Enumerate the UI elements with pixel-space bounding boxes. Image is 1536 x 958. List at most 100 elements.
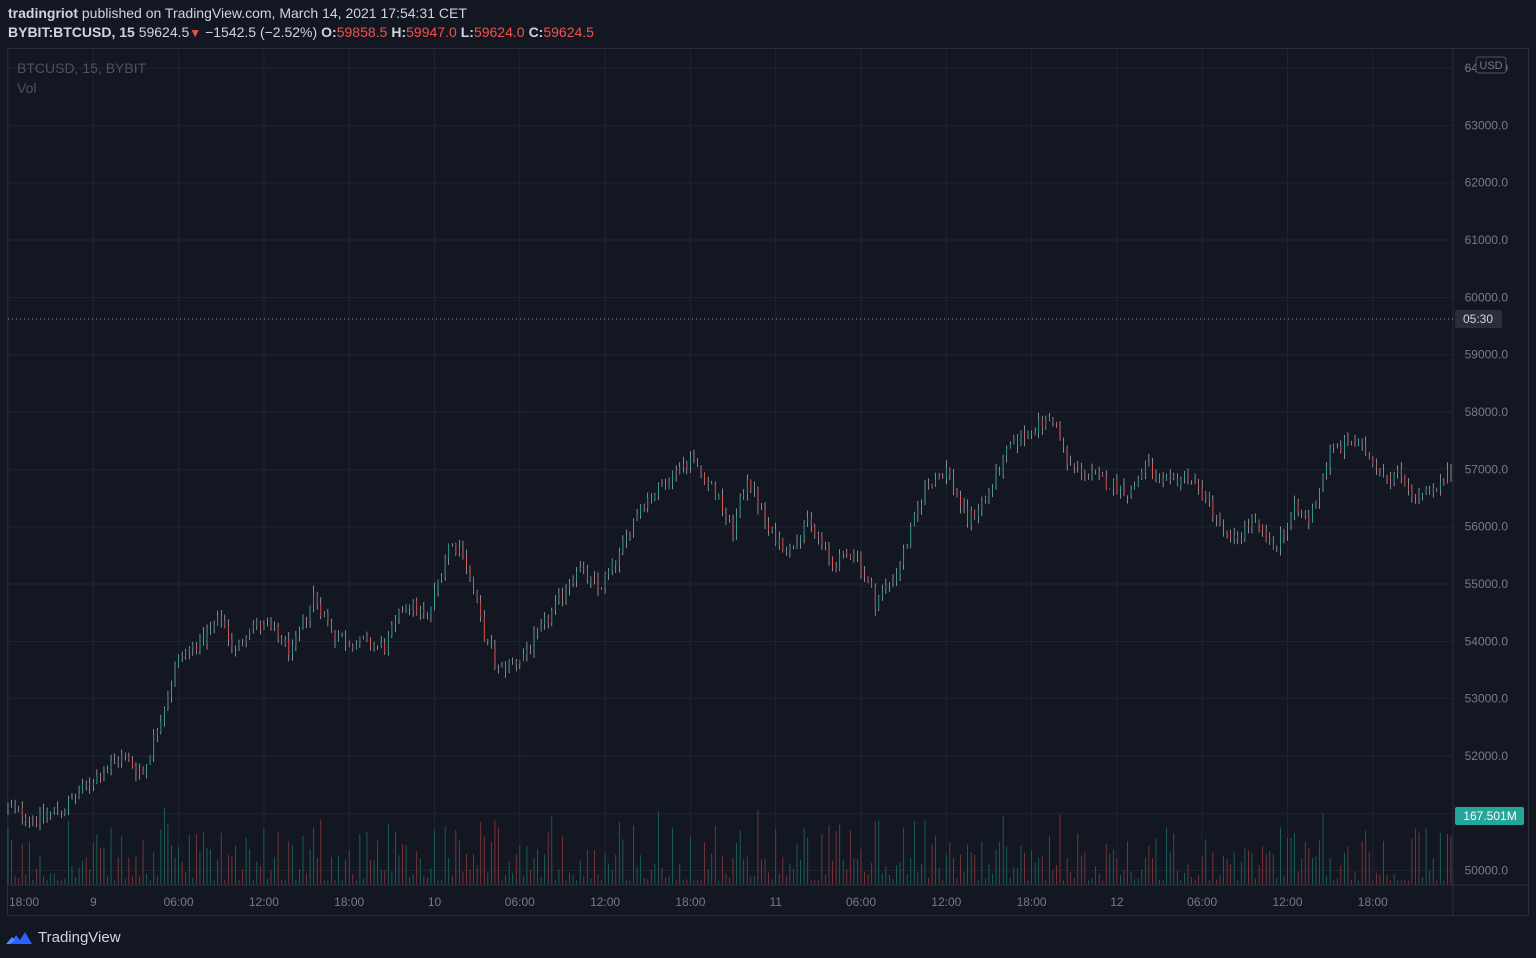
volume-bar — [1155, 838, 1157, 885]
volume-bar — [448, 858, 450, 885]
volume-bar — [295, 879, 297, 885]
tradingview-brand[interactable]: TradingView — [38, 929, 121, 946]
price-tick-label: 59000.0 — [1465, 348, 1509, 362]
candle-body — [352, 645, 354, 650]
volume-bar — [92, 842, 94, 885]
volume-bar — [1422, 877, 1423, 885]
publisher-name[interactable]: tradingriot — [8, 5, 78, 21]
volume-bar — [1056, 865, 1057, 885]
symbol-label[interactable]: BYBIT:BTCUSD, 15 — [8, 24, 135, 40]
price-chart[interactable]: 50000.051000.052000.053000.054000.055000… — [0, 0, 1536, 926]
candle-body — [782, 538, 784, 552]
candle-body — [1052, 419, 1054, 423]
candle-body — [291, 645, 293, 655]
volume-bar — [359, 834, 361, 885]
candle-body — [633, 520, 634, 537]
candle-body — [434, 589, 435, 607]
volume-bar — [530, 869, 531, 885]
volume-bar — [1351, 879, 1352, 885]
volume-bar — [718, 880, 720, 885]
volume-bar — [1052, 870, 1054, 885]
candle-body — [1272, 538, 1274, 550]
volume-bar — [384, 870, 386, 885]
volume-bar — [857, 859, 858, 885]
volume-bar — [7, 827, 9, 885]
candle-body — [658, 483, 659, 496]
volume-bar — [871, 862, 873, 885]
candle-body — [1034, 432, 1036, 436]
volume-bar — [935, 835, 937, 885]
volume-bar — [327, 880, 329, 885]
time-tick-label: 12:00 — [931, 895, 961, 909]
candle-body — [558, 593, 560, 602]
volume-bar — [100, 847, 101, 885]
candle-body — [505, 664, 506, 671]
candle-body — [1137, 478, 1139, 487]
time-tick-label: 9 — [90, 895, 97, 909]
volume-bar — [121, 836, 123, 885]
volume-bar — [921, 863, 922, 885]
time-tick-label: 11 — [769, 895, 782, 909]
candle-body — [864, 573, 865, 577]
volume-bar — [480, 821, 482, 885]
chart-header: tradingriot published on TradingView.com… — [0, 0, 1536, 46]
volume-bar — [800, 859, 801, 885]
price-tick-label: 60000.0 — [1465, 290, 1509, 304]
volume-bar — [217, 859, 219, 885]
volume-bar — [1411, 838, 1413, 885]
series-title[interactable]: BTCUSD, 15, BYBIT — [17, 60, 147, 76]
volume-bar — [249, 849, 251, 885]
candle-body — [1180, 478, 1182, 486]
tradingview-cloud-icon[interactable] — [6, 928, 34, 946]
axis-markers: 05:30 167.501M USD — [8, 56, 1524, 825]
candle-body — [743, 493, 745, 497]
volume-bar — [299, 869, 300, 885]
volume-bar — [309, 849, 311, 885]
candle-body — [544, 617, 546, 625]
candle-body — [817, 533, 819, 538]
volume-bar — [124, 878, 126, 885]
candle-body — [1194, 481, 1196, 483]
volume-bar — [714, 825, 716, 885]
time-axis[interactable]: 18:00 9 06:00 12:00 18:00 10 06:00 12:00 18:00 11… — [8, 884, 1529, 909]
volume-bar — [1027, 880, 1029, 885]
price-axis[interactable]: 50000.051000.052000.053000.054000.055000… — [1452, 48, 1509, 916]
candle-body — [1059, 426, 1061, 441]
chart-frame[interactable] — [7, 48, 1529, 916]
candle-body — [569, 583, 570, 591]
candle-body — [601, 587, 602, 590]
candle-body — [615, 560, 617, 566]
volume-bar — [259, 866, 261, 885]
last-price: 59624.5 — [138, 24, 190, 40]
candle-body — [618, 550, 620, 566]
candle-body — [213, 625, 215, 629]
volume-bar — [1105, 843, 1107, 885]
volume-bar — [1290, 837, 1292, 885]
candle-body — [181, 654, 183, 657]
volume-title[interactable]: Vol — [17, 80, 37, 96]
time-tick-label: 18:00 — [675, 895, 705, 909]
candle-body — [469, 566, 471, 577]
candle-body — [899, 565, 901, 575]
candle-body — [974, 510, 976, 517]
volume-bar — [28, 841, 30, 885]
volume-bar — [14, 875, 16, 885]
candle-body — [1237, 535, 1239, 539]
candle-body — [1098, 473, 1100, 474]
candle-body — [100, 774, 101, 780]
candle-body — [981, 500, 983, 510]
volume-bar — [793, 868, 794, 885]
candle-body — [785, 551, 787, 553]
candle-body — [1105, 476, 1107, 490]
candle-body — [185, 651, 187, 657]
volume-bar — [153, 852, 155, 885]
volume-bar — [633, 825, 634, 885]
volume-bar — [377, 840, 379, 885]
candle-body — [1212, 500, 1214, 517]
candle-body — [25, 817, 27, 821]
candle-body — [405, 604, 407, 612]
candle-body — [1216, 516, 1217, 519]
candle-body — [949, 468, 951, 476]
volume-bar — [426, 877, 428, 885]
candle-body — [462, 546, 464, 556]
